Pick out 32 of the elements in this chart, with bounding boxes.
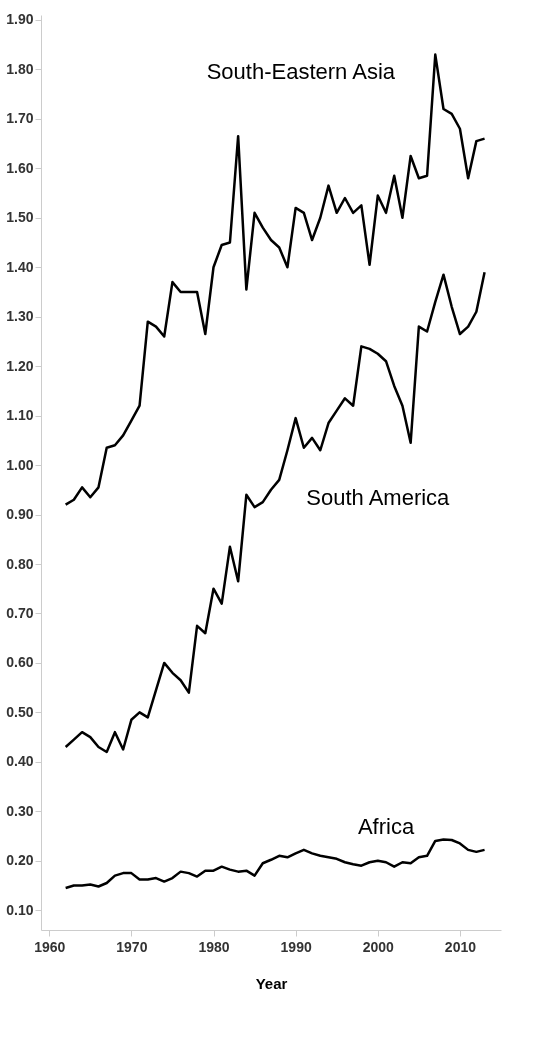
series-label: South America bbox=[306, 484, 451, 510]
series-label: Africa bbox=[357, 814, 415, 840]
y-tick-label: 1.90 bbox=[6, 11, 34, 28]
y-tick-label: 1.60 bbox=[6, 159, 34, 176]
y-tick-label: 1.20 bbox=[6, 357, 34, 374]
y-tick-label: 0.10 bbox=[6, 901, 34, 918]
y-tick-label: 0.60 bbox=[6, 654, 34, 671]
y-tick-label: 0.50 bbox=[6, 703, 34, 720]
y-tick-label: 1.30 bbox=[6, 308, 34, 325]
x-tick-label: 1980 bbox=[198, 938, 230, 955]
y-tick-label: 0.30 bbox=[6, 802, 34, 819]
x-tick-label: 2000 bbox=[362, 938, 395, 955]
x-axis-title: Year bbox=[255, 974, 288, 992]
y-tick-label: 1.80 bbox=[6, 60, 34, 77]
x-tick-label: 1970 bbox=[116, 938, 148, 955]
series-label: South-Eastern Asia bbox=[206, 58, 396, 84]
y-tick-label: 1.00 bbox=[6, 456, 34, 473]
x-tick-label: 1990 bbox=[280, 938, 312, 955]
y-tick-label: 0.40 bbox=[6, 753, 34, 770]
y-tick-label: 1.40 bbox=[6, 258, 34, 275]
y-tick-label: 0.20 bbox=[6, 852, 34, 869]
x-tick-label: 2010 bbox=[444, 938, 477, 955]
y-tick-label: 0.90 bbox=[6, 506, 34, 523]
y-tick-label: 1.50 bbox=[6, 209, 34, 226]
line-series bbox=[64, 838, 486, 890]
y-tick-label: 0.70 bbox=[6, 604, 34, 621]
y-tick-label: 1.70 bbox=[6, 110, 34, 127]
y-tick-label: 0.80 bbox=[6, 555, 34, 572]
x-tick-label: 1960 bbox=[34, 938, 66, 955]
line-series bbox=[64, 53, 486, 506]
y-tick-label: 1.10 bbox=[6, 407, 34, 424]
line-series bbox=[64, 270, 486, 754]
